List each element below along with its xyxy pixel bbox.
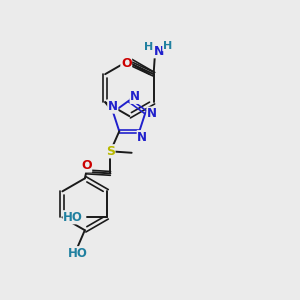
Text: HO: HO <box>63 211 83 224</box>
Text: HO: HO <box>68 247 87 260</box>
Text: S: S <box>106 145 115 158</box>
Text: N: N <box>147 107 157 120</box>
Text: N: N <box>137 131 147 144</box>
Text: O: O <box>121 57 131 70</box>
Text: N: N <box>108 100 118 113</box>
Text: N: N <box>130 90 140 104</box>
Text: N: N <box>153 45 164 58</box>
Text: H: H <box>163 40 172 51</box>
Text: H: H <box>144 42 153 52</box>
Text: O: O <box>81 159 92 172</box>
